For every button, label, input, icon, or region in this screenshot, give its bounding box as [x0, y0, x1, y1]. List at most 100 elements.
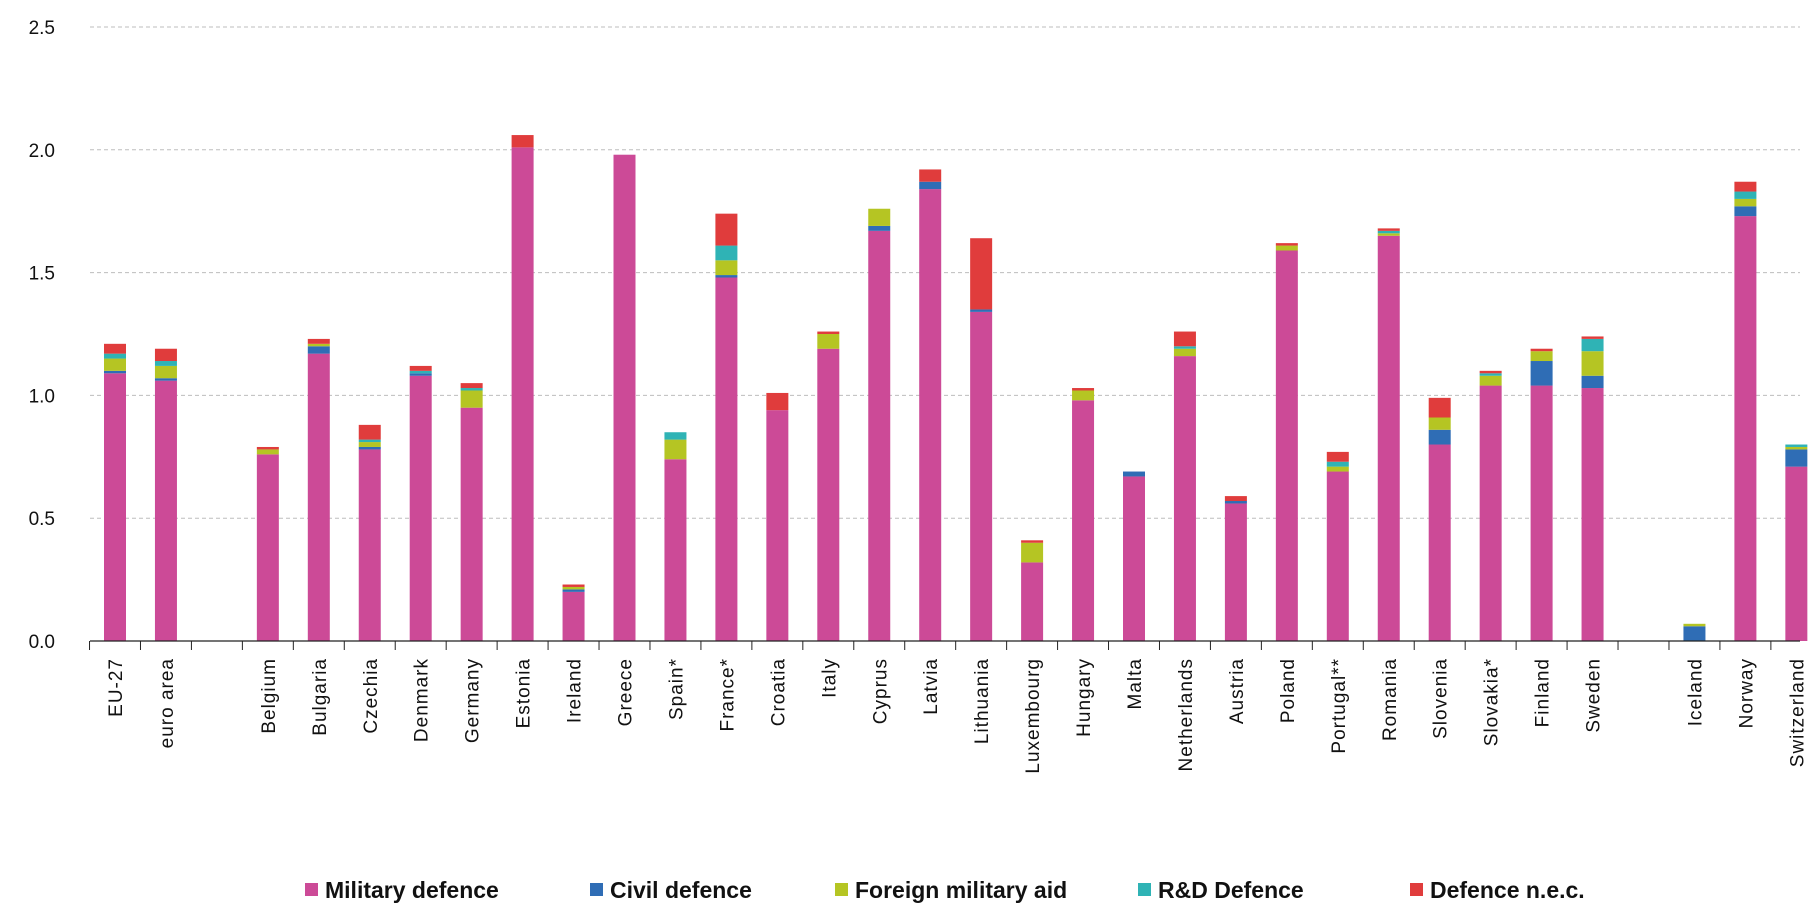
legend-label: Military defence: [325, 877, 499, 903]
bar-segment: [1275, 243, 1298, 246]
bar-segment: [307, 338, 330, 344]
bar-segment: [1377, 228, 1400, 231]
bar-segment: [715, 260, 738, 276]
bar-segment: [868, 230, 891, 641]
legend-label: Civil defence: [610, 877, 752, 903]
bar-segment: [1072, 400, 1095, 641]
bar-segment: [409, 375, 432, 641]
category-label: Spain*: [666, 658, 687, 720]
gridlines: [90, 26, 1800, 519]
bar-segment: [409, 373, 432, 376]
bar-segment: [358, 439, 381, 443]
bar-segment: [1275, 250, 1298, 641]
bar-segment: [104, 358, 126, 371]
bar-segment: [715, 277, 738, 641]
category-label: Hungary: [1074, 658, 1095, 737]
bar-segment: [664, 459, 687, 641]
bar-segment: [104, 353, 126, 359]
bar-segment: [1479, 375, 1502, 386]
bar-segment: [1785, 444, 1808, 447]
bar-segment: [1428, 397, 1451, 418]
legend-swatch: [305, 883, 318, 896]
bar-segment: [817, 334, 840, 349]
bar-segment: [460, 388, 483, 391]
bar-segment: [1173, 346, 1196, 349]
bar-segment: [868, 208, 891, 226]
bar-segment: [1377, 235, 1400, 641]
bar-segment: [1224, 503, 1247, 641]
bar-segment: [1326, 466, 1349, 472]
category-label: Norway: [1736, 658, 1757, 728]
category-label: Germany: [463, 658, 484, 743]
legend: Military defence Civil defence Foreign mil…: [305, 877, 1585, 903]
bar-segment: [1021, 542, 1044, 563]
bar-segment: [307, 343, 330, 347]
category-label: Bulgaria: [310, 658, 331, 736]
legend-swatch: [590, 883, 603, 896]
bar-segment: [1734, 206, 1757, 217]
bar-segment: [868, 225, 891, 231]
legend-label: R&D Defence: [1158, 877, 1304, 903]
bar-segment: [562, 586, 585, 590]
bar-segment: [358, 424, 381, 440]
category-label: Switzerland: [1787, 658, 1808, 767]
category-label: Lithuania: [972, 658, 993, 744]
legend-swatch: [1410, 883, 1423, 896]
bar-segment: [1326, 461, 1349, 467]
bar-segment: [1479, 373, 1502, 376]
bar-segment: [970, 309, 993, 312]
bar-segment: [256, 454, 279, 641]
bar-segment: [817, 331, 840, 334]
category-label: EU-27: [106, 658, 127, 717]
legend-item: Military defence: [305, 877, 499, 903]
category-label: Latvia: [921, 658, 942, 715]
category-label: Estonia: [514, 658, 535, 728]
category-label: Romania: [1380, 658, 1401, 741]
bar-segment: [766, 392, 789, 411]
bar-segment: [1581, 375, 1604, 389]
bar-segment: [1530, 351, 1553, 362]
category-label: Belgium: [259, 658, 280, 734]
bar-segment: [970, 238, 993, 310]
bar-segment: [1581, 388, 1604, 641]
bar-segment: [409, 365, 432, 371]
legend-swatch: [1138, 883, 1151, 896]
legend-item: R&D Defence: [1138, 877, 1304, 903]
legend-item: Civil defence: [590, 877, 752, 903]
legend-item: Defence n.e.c.: [1410, 877, 1585, 903]
y-tick-label: 1.0: [29, 386, 55, 407]
legend-item: Foreign military aid: [835, 877, 1067, 903]
bar-segment: [104, 343, 126, 354]
bar-segment: [919, 189, 942, 641]
bar-segment: [1734, 216, 1757, 641]
bar-segment: [1326, 471, 1349, 641]
y-tick-label: 0.5: [29, 509, 55, 530]
bar-segment: [715, 275, 738, 278]
category-label: Denmark: [412, 658, 433, 742]
bar-segment: [1072, 388, 1095, 391]
legend-swatch: [835, 883, 848, 896]
bar-segment: [154, 348, 177, 362]
bar-segment: [1530, 348, 1553, 352]
bar-segment: [1683, 623, 1706, 627]
bar-segment: [1581, 351, 1604, 376]
bar-segment: [1734, 191, 1757, 199]
bar-segment: [1224, 496, 1247, 502]
bar-segment: [1428, 444, 1451, 641]
bar-segment: [511, 135, 534, 148]
bar-segment: [1173, 331, 1196, 347]
legend-label: Foreign military aid: [855, 877, 1067, 903]
category-label: euro area: [157, 658, 178, 748]
bar-segment: [1428, 417, 1451, 430]
category-label: Slovenia: [1431, 658, 1452, 739]
bar-segment: [715, 213, 738, 246]
bar-segment: [817, 348, 840, 641]
bar-segment: [562, 589, 585, 592]
category-label: Netherlands: [1176, 658, 1197, 771]
bar-segment: [1581, 338, 1604, 352]
bar-segment: [562, 591, 585, 641]
bar-segment: [358, 446, 381, 450]
bar-segment: [919, 181, 942, 190]
bar-segment: [307, 346, 330, 354]
